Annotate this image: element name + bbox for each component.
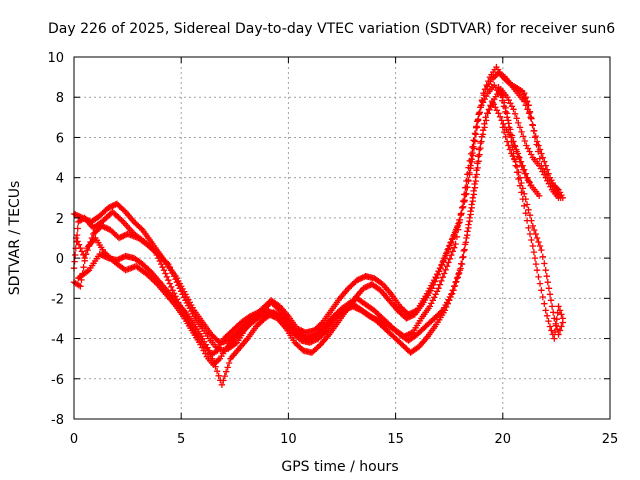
x-tick-label: 20 — [495, 432, 512, 447]
axis-ticks: 0 5 10 15 20 25 -8 -6 -4 -2 0 2 4 6 8 10 — [47, 51, 618, 447]
data-points — [521, 90, 566, 201]
y-tick-label: -2 — [51, 292, 64, 307]
x-tick-label: 5 — [177, 432, 185, 447]
series-track-7 — [521, 90, 566, 201]
series-track-3 — [72, 98, 534, 354]
y-tick-label: 0 — [56, 252, 64, 267]
y-tick-label: -4 — [51, 333, 64, 348]
x-axis-label: GPS time / hours — [281, 459, 398, 475]
x-tick-label: 10 — [280, 432, 297, 447]
x-tick-label: 15 — [387, 432, 404, 447]
data-points — [70, 82, 543, 358]
series-track-6 — [495, 84, 566, 342]
chart-title: Day 226 of 2025, Sidereal Day-to-day VTE… — [48, 21, 615, 37]
series-track-4 — [75, 86, 562, 388]
y-tick-label: 4 — [56, 172, 64, 187]
y-tick-label: -6 — [51, 373, 64, 388]
x-tick-label: 25 — [602, 432, 619, 447]
y-tick-label: 10 — [47, 51, 64, 66]
y-tick-label: 6 — [56, 131, 64, 146]
data-points — [75, 86, 562, 388]
series-track-8 — [499, 124, 566, 338]
plot-area — [70, 63, 566, 388]
data-points — [495, 84, 566, 342]
y-tick-label: 8 — [56, 91, 64, 106]
series-track-1 — [70, 82, 543, 358]
y-tick-label: -8 — [51, 413, 64, 428]
x-tick-label: 0 — [70, 432, 78, 447]
y-axis-label: SDTVAR / TECUs — [7, 181, 23, 296]
data-points — [72, 98, 534, 354]
plot-frame — [73, 56, 611, 420]
y-tick-label: 2 — [56, 212, 64, 227]
data-points — [499, 124, 566, 338]
